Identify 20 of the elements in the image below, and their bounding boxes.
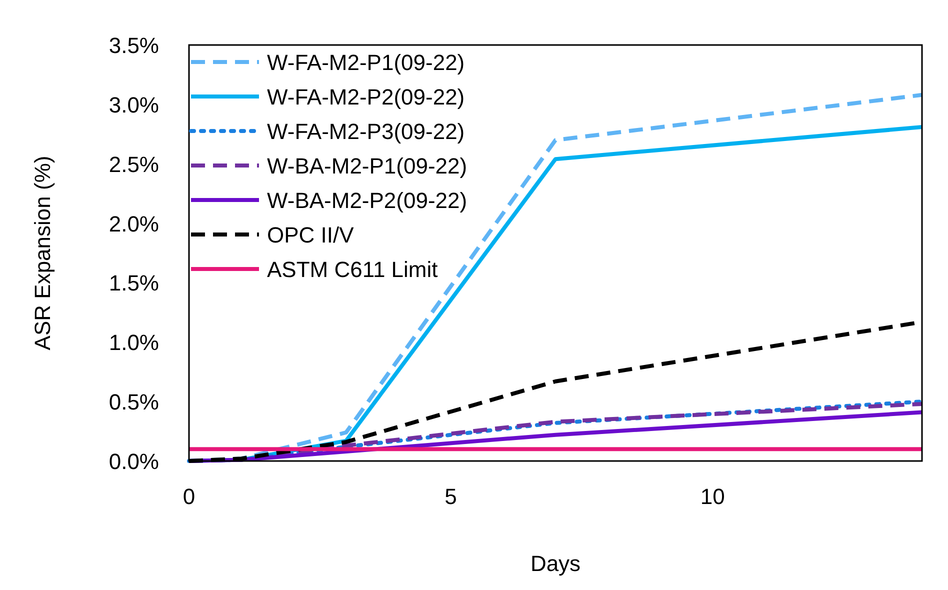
x-tick-label: 5 [444, 484, 457, 509]
y-tick-label: 0.0% [108, 449, 159, 474]
legend-label: W-FA-M2-P2(09-22) [267, 84, 465, 110]
y-tick-label: 1.0% [108, 330, 159, 356]
y-tick-label: 2.5% [108, 152, 159, 177]
legend-label: W-FA-M2-P1(09-22) [267, 50, 465, 75]
y-axis-title: ASR Expansion (%) [30, 156, 55, 350]
legend-label: W-BA-M2-P1(09-22) [267, 154, 468, 178]
y-tick-label: 3.0% [108, 92, 159, 118]
legend-label: W-FA-M2-P3(09-22) [267, 119, 465, 144]
y-tick-label: 3.5% [108, 33, 159, 58]
legend-label: OPC II/V [267, 222, 354, 248]
legend-label: ASTM C611 Limit [267, 257, 438, 282]
y-tick-label: 2.0% [108, 211, 159, 236]
y-tick-label: 0.5% [108, 390, 159, 415]
y-tick-label: 1.5% [108, 270, 159, 296]
legend-label: W-BA-M2-P2(09-22) [267, 188, 468, 213]
x-axis-title: Days [530, 551, 581, 576]
x-tick-label: 0 [182, 484, 196, 509]
x-tick-label: 10 [700, 484, 725, 509]
